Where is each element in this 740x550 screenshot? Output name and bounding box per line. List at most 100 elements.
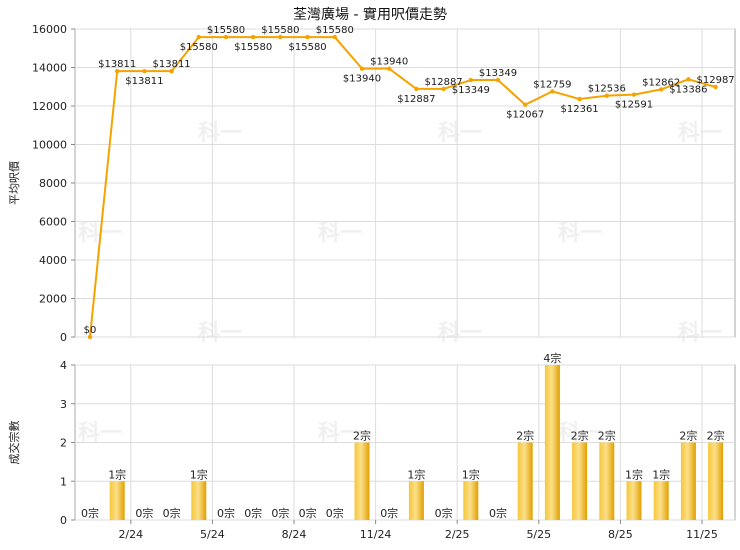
xtick-label: 8/25 [608, 528, 633, 541]
watermark: 科一 [558, 221, 602, 246]
price-ytick-label: 10000 [32, 139, 67, 152]
xtick-label: 2/25 [445, 528, 470, 541]
count-bar [680, 442, 696, 520]
price-ytick-label: 8000 [39, 177, 67, 190]
price-point [659, 87, 664, 92]
price-data-label: $12536 [588, 84, 626, 95]
price-point [495, 77, 501, 83]
count-ytick-label: 1 [60, 475, 67, 488]
count-data-label: 0宗 [435, 506, 453, 520]
count-bar [599, 442, 615, 520]
count-data-label: 0宗 [163, 506, 181, 520]
count-data-label: 2宗 [571, 429, 589, 443]
watermark: 科一 [318, 421, 362, 446]
count-bar [408, 481, 424, 520]
price-point [278, 34, 283, 40]
price-point [414, 86, 419, 92]
price-point [686, 77, 691, 82]
count-data-label: 0宗 [217, 506, 235, 520]
count-ytick-label: 2 [60, 437, 67, 450]
price-point [713, 84, 718, 90]
price-data-label: $13811 [98, 59, 136, 70]
price-point [332, 34, 337, 40]
xtick-label: 5/25 [526, 528, 551, 541]
price-data-label: $13811 [125, 76, 163, 87]
price-point [359, 66, 365, 71]
count-data-label: 2宗 [353, 429, 371, 443]
price-point [441, 86, 446, 92]
watermark: 科一 [438, 321, 482, 346]
count-data-label: 1宗 [462, 467, 480, 481]
price-data-label: $13940 [343, 74, 381, 85]
price-point [169, 68, 174, 74]
price-line [89, 36, 716, 338]
count-data-label: 1宗 [652, 467, 670, 481]
price-data-label: $12591 [615, 100, 653, 111]
price-point [251, 34, 256, 40]
count-ytick-label: 3 [60, 398, 67, 411]
watermark: 科一 [318, 221, 362, 246]
count-ytick-label: 4 [60, 359, 67, 372]
price-point [115, 68, 120, 74]
price-data-label: $13386 [669, 84, 707, 95]
price-data-label: $15580 [207, 25, 245, 36]
xtick-label: 11/25 [686, 528, 718, 541]
count-data-label: 0宗 [81, 506, 99, 520]
xtick-label: 11/24 [360, 528, 392, 541]
count-bar [708, 442, 724, 520]
count-ytick-label: 0 [60, 514, 67, 527]
price-point [468, 77, 473, 83]
price-point [196, 34, 201, 40]
count-bar [109, 481, 125, 520]
price-data-label: $13940 [370, 57, 408, 68]
count-data-label: 2宗 [679, 429, 697, 443]
count-data-label: 1宗 [625, 467, 643, 481]
count-axis-label: 成交宗數 [7, 421, 21, 465]
count-data-label: 1宗 [407, 467, 425, 481]
count-data-label: 1宗 [190, 467, 208, 481]
count-data-label: 1宗 [108, 467, 126, 481]
count-data-label: 2宗 [598, 429, 616, 443]
price-point [523, 102, 528, 107]
count-data-label: 2宗 [516, 429, 534, 443]
price-data-label: $15580 [234, 42, 272, 53]
watermark: 科一 [198, 121, 242, 146]
price-ytick-label: 12000 [32, 100, 67, 113]
price-ytick-label: 4000 [39, 254, 67, 267]
count-bar [572, 442, 588, 520]
price-data-label: $15580 [289, 42, 327, 53]
price-data-label: $12887 [397, 94, 435, 105]
price-ytick-label: 0 [60, 331, 67, 344]
count-data-label: 0宗 [326, 506, 344, 520]
price-data-label: $12759 [533, 79, 571, 90]
price-data-label: $13811 [153, 59, 191, 70]
price-data-label: $12862 [642, 77, 680, 88]
count-data-label: 0宗 [380, 506, 398, 520]
price-ytick-label: 6000 [39, 216, 67, 229]
watermark: 科一 [78, 421, 122, 446]
count-data-label: 0宗 [489, 506, 507, 520]
count-data-label: 4宗 [543, 351, 561, 365]
price-data-label: $12067 [506, 110, 544, 121]
price-data-label: $13349 [479, 68, 517, 79]
watermark: 科一 [678, 321, 722, 346]
chart-title: 荃灣廣場 - 實用呎價走勢 [293, 7, 447, 23]
count-data-label: 2宗 [707, 429, 725, 443]
watermark: 科一 [558, 421, 602, 446]
price-data-label: $12987 [697, 75, 735, 86]
price-axis-label: 平均呎價 [7, 161, 21, 205]
count-bar [463, 481, 479, 520]
price-data-label: $12361 [561, 104, 599, 115]
count-data-label: 0宗 [271, 506, 289, 520]
price-point [87, 334, 93, 340]
count-bar [626, 481, 642, 520]
count-data-label: 0宗 [244, 506, 262, 520]
price-point [577, 96, 582, 102]
price-point [550, 89, 555, 94]
price-ytick-label: 14000 [32, 62, 67, 75]
watermark: 科一 [438, 121, 482, 146]
price-point [631, 92, 637, 97]
watermark: 科一 [198, 321, 242, 346]
count-bar [544, 365, 560, 520]
